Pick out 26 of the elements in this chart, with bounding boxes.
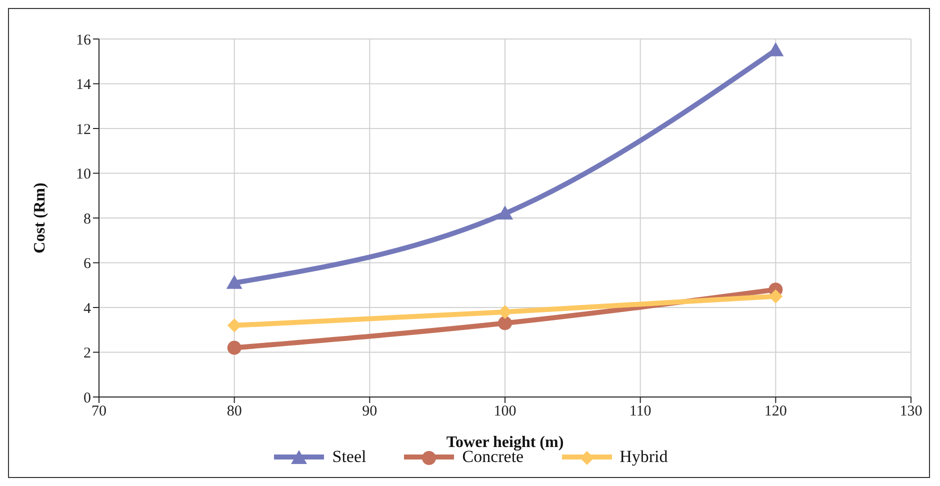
y-tick-label: 16 bbox=[76, 32, 92, 48]
x-tick-label: 80 bbox=[226, 404, 242, 420]
point bbox=[227, 318, 242, 332]
point bbox=[498, 304, 512, 319]
point bbox=[498, 316, 512, 330]
legend-label: Steel bbox=[331, 447, 366, 467]
x-tick-label: 110 bbox=[629, 404, 652, 420]
point bbox=[768, 289, 783, 304]
point bbox=[226, 274, 242, 289]
y-tick-label: 6 bbox=[84, 256, 92, 272]
y-tick-label: 0 bbox=[84, 390, 91, 406]
x-tick-label: 120 bbox=[764, 404, 787, 420]
y-tick-label: 10 bbox=[76, 166, 91, 183]
y-tick-label: 8 bbox=[84, 211, 91, 228]
point bbox=[497, 206, 513, 220]
legend-label: Hybrid bbox=[620, 447, 668, 466]
x-tick-label: 130 bbox=[900, 404, 922, 420]
x-tick-label: 70 bbox=[92, 404, 106, 420]
x-tick-label: 90 bbox=[362, 404, 378, 420]
y-tick-label: 12 bbox=[76, 122, 91, 138]
y-tick-label: 14 bbox=[76, 77, 92, 94]
x-tick-label: 100 bbox=[494, 404, 516, 420]
y-tick-label: 2 bbox=[84, 346, 91, 362]
y-tick-label: 4 bbox=[84, 300, 92, 317]
point bbox=[227, 340, 242, 355]
y-axis-title: Cost (Rm) bbox=[32, 182, 49, 254]
